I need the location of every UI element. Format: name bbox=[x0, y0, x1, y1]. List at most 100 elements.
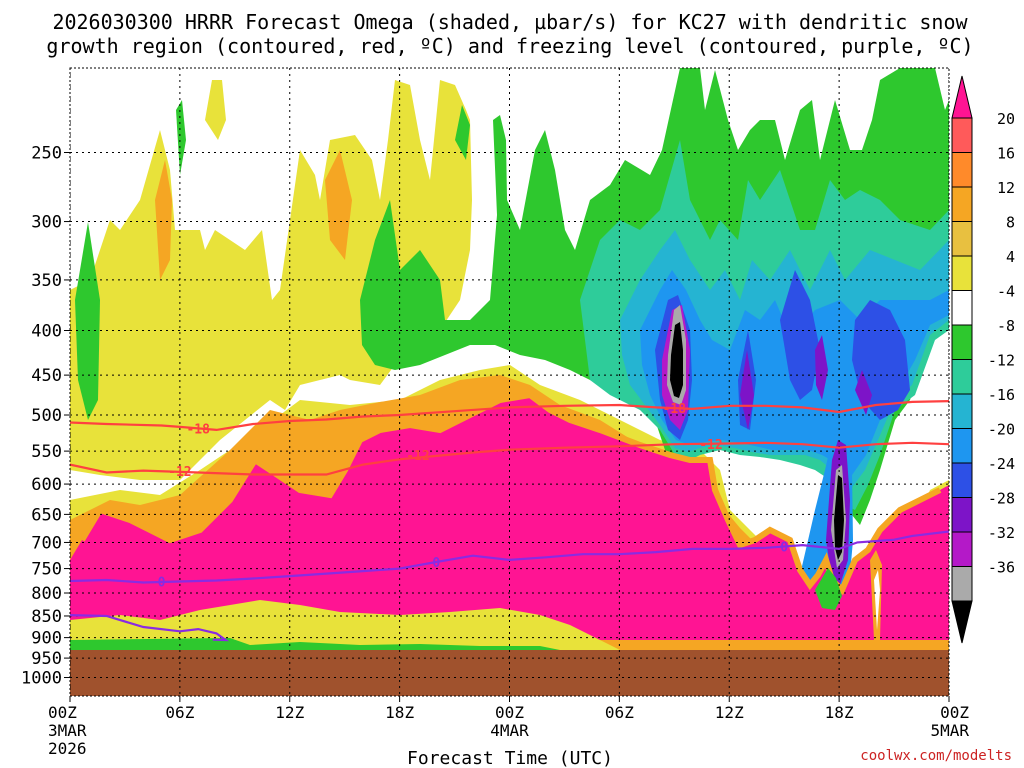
y-tick-label: 900 bbox=[31, 629, 62, 649]
credit-text: coolwx.com/modelts bbox=[860, 748, 1012, 764]
colorbar-segment bbox=[951, 497, 973, 533]
colorbar-segment bbox=[951, 428, 973, 464]
plot-border bbox=[69, 67, 950, 697]
plot-area: -18 -18 -12 -12 -12 0 0 0 bbox=[70, 68, 949, 696]
omega-region-green-3 bbox=[455, 105, 470, 160]
colorbar-label: -20 bbox=[988, 421, 1015, 439]
colorbar-label: -28 bbox=[988, 490, 1015, 508]
omega-region-yellow-2 bbox=[205, 80, 226, 140]
contour-label-freezing_0: 0 bbox=[780, 541, 788, 556]
contour-label-dgz_-12: -12 bbox=[168, 465, 191, 480]
colorbar-segment bbox=[951, 221, 973, 257]
omega-max-ascent-core-09z-black bbox=[670, 322, 683, 398]
grid-lines bbox=[70, 68, 949, 696]
contour-label-dgz_-12: -12 bbox=[406, 449, 429, 464]
colorbar-label: 20 bbox=[997, 110, 1015, 128]
colorbar-label: -12 bbox=[988, 352, 1015, 370]
colorbar-segment bbox=[951, 186, 973, 222]
colorbar-segment bbox=[951, 566, 973, 602]
chart-title-line2: growth region (contoured, red, ºC) and f… bbox=[46, 34, 973, 58]
y-tick-label: 300 bbox=[31, 213, 62, 233]
x-axis-label: Forecast Time (UTC) bbox=[407, 748, 613, 768]
y-tick-label: 550 bbox=[31, 442, 62, 462]
colorbar-segment bbox=[951, 531, 973, 567]
chart-title-line1: 2026030300 HRRR Forecast Omega (shaded, … bbox=[52, 10, 968, 34]
contour-label-dgz_-18: -18 bbox=[663, 402, 687, 417]
y-tick-label: 350 bbox=[31, 271, 62, 291]
x-tick-date: 4MAR bbox=[490, 721, 529, 740]
y-tick-label: 450 bbox=[31, 366, 62, 386]
y-tick-label: 750 bbox=[31, 560, 62, 580]
colorbar-segment bbox=[951, 117, 973, 153]
colorbar-segment bbox=[951, 152, 973, 188]
colorbar-label: -8 bbox=[997, 317, 1015, 335]
contour-lines: -18 -18 -12 -12 -12 0 0 0 bbox=[70, 400, 949, 642]
colorbar-label: 16 bbox=[997, 145, 1015, 163]
colorbar-segment bbox=[951, 324, 973, 360]
colorbar-segment bbox=[951, 255, 973, 291]
colorbar-label: 12 bbox=[997, 179, 1015, 197]
x-tick-label: 12Z bbox=[275, 703, 304, 722]
colorbar-label: -16 bbox=[988, 386, 1015, 404]
omega-region-near-surface-green bbox=[70, 638, 560, 650]
x-tick-label: 06Z bbox=[605, 703, 634, 722]
y-tick-label: 950 bbox=[31, 649, 62, 669]
y-tick-label: 850 bbox=[31, 607, 62, 627]
omega-region-20z-dip-inner bbox=[874, 570, 880, 630]
x-tick-label: 00Z bbox=[495, 703, 524, 722]
omega-max-ascent-core-18z-black bbox=[834, 475, 844, 560]
omega-region-green-1 bbox=[176, 100, 186, 175]
y-tick-label: 500 bbox=[31, 406, 62, 426]
omega-region-green-left bbox=[75, 222, 100, 420]
omega-region-yellow-1 bbox=[70, 80, 472, 480]
x-tick-label: 06Z bbox=[165, 703, 194, 722]
omega-region-purple-4 bbox=[855, 370, 872, 415]
colorbar-segment bbox=[951, 393, 973, 429]
x-tick-label: 18Z bbox=[825, 703, 854, 722]
colorbar-label: 4 bbox=[1006, 248, 1015, 266]
colorbar-label: -24 bbox=[988, 455, 1015, 473]
colorbar-segment bbox=[951, 290, 973, 326]
omega-negative-regions bbox=[75, 68, 949, 600]
omega-region-purple-2 bbox=[740, 350, 754, 430]
y-tick-label: 650 bbox=[31, 505, 62, 525]
contour-freezing_0 bbox=[70, 530, 949, 584]
contour-freezing_0_low bbox=[70, 614, 230, 642]
x-tick-label: 00Z bbox=[48, 703, 77, 722]
y-tick-label: 400 bbox=[31, 322, 62, 342]
contour-dgz_-12 bbox=[70, 441, 949, 476]
colorbar-label: -4 bbox=[997, 283, 1015, 301]
x-tick-date: 5MAR bbox=[930, 721, 969, 740]
x-tick-date: 3MAR bbox=[48, 721, 87, 740]
colorbar-label: -32 bbox=[988, 524, 1015, 542]
omega-region-near-surface-yellow bbox=[70, 600, 620, 650]
x-tick-year: 2026 bbox=[48, 739, 87, 758]
y-tick-label: 600 bbox=[31, 475, 62, 495]
colorbar-segment bbox=[951, 359, 973, 395]
contour-label-freezing_0: 0 bbox=[158, 575, 166, 590]
omega-colorbar: 20 16 12 8 4 -4 -8 -12 -16 -20 -24 -28 -32 -36 bbox=[951, 75, 1015, 644]
contour-label-dgz_-18: -18 bbox=[186, 422, 210, 437]
colorbar-label: 8 bbox=[1006, 214, 1015, 232]
y-tick-label: 1000 bbox=[21, 669, 62, 689]
omega-region-purple-3 bbox=[815, 335, 828, 400]
omega-region-18z-lower-ascent bbox=[815, 568, 842, 610]
x-tick-label: 00Z bbox=[940, 703, 969, 722]
colorbar-top-arrow bbox=[951, 75, 973, 119]
x-tick-label: 12Z bbox=[715, 703, 744, 722]
colorbar-bottom-arrow bbox=[951, 600, 973, 644]
contour-label-freezing_0: 0 bbox=[432, 556, 440, 571]
omega-region-orange-2 bbox=[155, 160, 172, 280]
x-tick-label: 18Z bbox=[385, 703, 414, 722]
contour-dgz_-18 bbox=[70, 400, 949, 432]
colorbar-label: -36 bbox=[988, 559, 1015, 577]
y-tick-label: 700 bbox=[31, 533, 62, 553]
colorbar-segment bbox=[951, 462, 973, 498]
omega-region-orange-3 bbox=[325, 150, 352, 260]
omega-region-darkblue-2 bbox=[780, 270, 820, 400]
contour-label-dgz_-12: -12 bbox=[699, 438, 722, 453]
y-tick-label: 800 bbox=[31, 584, 62, 604]
y-axis: 2503003504004505005506006507007508008509… bbox=[21, 144, 70, 689]
